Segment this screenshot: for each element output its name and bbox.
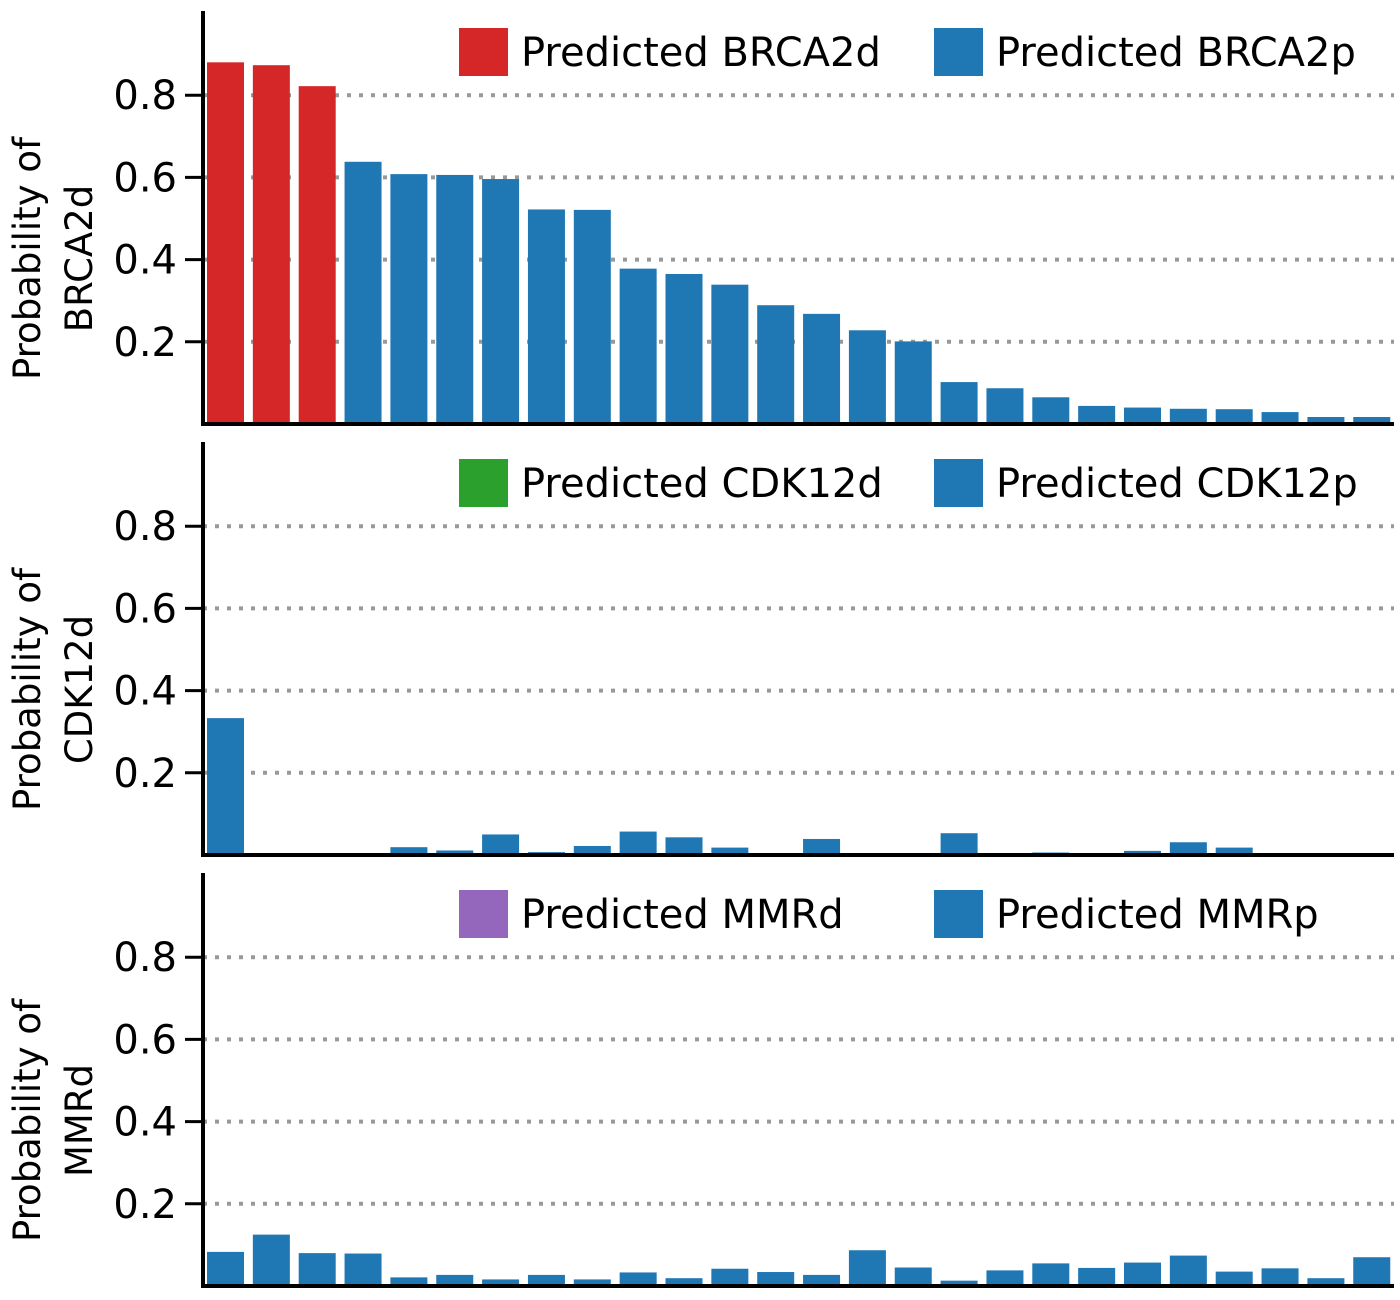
legend-label: Predicted MMRp: [996, 892, 1319, 938]
bar: [665, 837, 703, 855]
bar: [803, 838, 841, 855]
bar: [894, 1267, 932, 1286]
bar: [1169, 408, 1207, 424]
chart-panel-3: 0.2 0.4 0.6 0.8 Probability of MMRd Predicted …: [6, 873, 1394, 1288]
bar: [757, 305, 795, 424]
bar: [482, 1279, 520, 1286]
legend-label: Predicted CDK12d: [521, 461, 883, 507]
bar: [619, 1272, 657, 1286]
bar: [390, 174, 428, 424]
bar: [665, 1278, 703, 1286]
bar: [1169, 1255, 1207, 1286]
bar: [573, 1279, 611, 1286]
bar: [803, 1274, 841, 1286]
bar: [1353, 417, 1391, 424]
bar: [252, 65, 290, 425]
bar: [573, 845, 611, 855]
bar: [207, 1251, 244, 1286]
bar: [1353, 1257, 1391, 1286]
y-tick-label: 0.4: [113, 669, 177, 715]
bar: [848, 330, 886, 424]
bar: [298, 86, 336, 425]
legend-swatch: [459, 459, 508, 507]
bar: [619, 831, 657, 855]
y-axis-label: Probability of: [6, 136, 49, 380]
y-tick-label: 0.8: [113, 935, 177, 981]
bar: [527, 209, 565, 424]
bar: [207, 718, 244, 855]
bar: [527, 1274, 565, 1286]
legend-swatch: [934, 459, 983, 507]
bar: [1032, 1263, 1070, 1286]
y-tick-label: 0.2: [113, 1182, 177, 1228]
bar: [298, 1253, 336, 1286]
bar: [986, 1270, 1024, 1286]
bar: [1261, 1268, 1299, 1286]
bar: [619, 268, 657, 424]
bar: [436, 174, 474, 424]
y-tick-label: 0.6: [113, 586, 177, 632]
y-tick-label: 0.2: [113, 320, 177, 366]
bar: [344, 1253, 382, 1286]
y-tick-label: 0.2: [113, 751, 177, 797]
bar: [894, 341, 932, 424]
bar: [1307, 1278, 1345, 1286]
bar: [344, 161, 382, 425]
legend-label: Predicted CDK12p: [996, 461, 1358, 507]
y-axis-label: Probability of: [6, 998, 49, 1242]
bar: [940, 1280, 978, 1286]
y-tick-label: 0.6: [113, 155, 177, 201]
bar: [1215, 847, 1253, 855]
y-axis-label: Probability of: [6, 567, 49, 811]
bar: [711, 284, 749, 424]
legend-swatch: [459, 28, 508, 76]
bar: [1124, 850, 1161, 855]
bar: [252, 1234, 290, 1286]
bar: [573, 209, 611, 424]
legend-swatch: [934, 28, 983, 76]
bar: [390, 847, 428, 855]
bar: [207, 62, 244, 424]
y-axis-label: BRCA2d: [58, 185, 101, 332]
bar: [940, 833, 978, 855]
legend-swatch: [934, 890, 983, 938]
bar: [1124, 407, 1161, 424]
legend-swatch: [459, 890, 508, 938]
bar: [1124, 1262, 1161, 1286]
y-tick-label: 0.4: [113, 238, 177, 284]
bar: [940, 382, 978, 424]
bar: [1215, 409, 1253, 424]
bar: [1169, 842, 1207, 855]
bar: [711, 847, 749, 855]
bar: [711, 1268, 749, 1286]
bar: [1215, 1271, 1253, 1286]
bar: [757, 1272, 795, 1286]
bar: [848, 1250, 886, 1286]
y-tick-label: 0.8: [113, 504, 177, 550]
bar: [482, 834, 520, 855]
bar: [436, 1274, 474, 1286]
y-axis-label: CDK12d: [58, 615, 101, 764]
bar: [1261, 412, 1299, 424]
bar: [665, 273, 703, 424]
y-axis-label: MMRd: [58, 1064, 101, 1177]
chart-panel-1: 0.2 0.4 0.6 0.8 Probability of BRCA2d Predicte…: [6, 11, 1394, 426]
legend-label: Predicted BRCA2d: [521, 30, 881, 76]
y-tick-label: 0.8: [113, 73, 177, 119]
legend-label: Predicted MMRd: [521, 892, 844, 938]
y-tick-label: 0.4: [113, 1100, 177, 1146]
bar: [482, 179, 520, 424]
bar: [803, 313, 841, 424]
bar: [986, 388, 1024, 424]
legend-label: Predicted BRCA2p: [996, 30, 1356, 76]
chart-panel-2: 0.2 0.4 0.6 0.8 Probability of CDK12d Predicte…: [6, 442, 1394, 857]
bar: [390, 1277, 428, 1286]
bar: [436, 850, 474, 855]
bar: [1032, 397, 1070, 424]
bar: [1307, 417, 1345, 424]
bar: [1078, 1267, 1116, 1286]
y-tick-label: 0.6: [113, 1017, 177, 1063]
bar: [1078, 405, 1116, 424]
